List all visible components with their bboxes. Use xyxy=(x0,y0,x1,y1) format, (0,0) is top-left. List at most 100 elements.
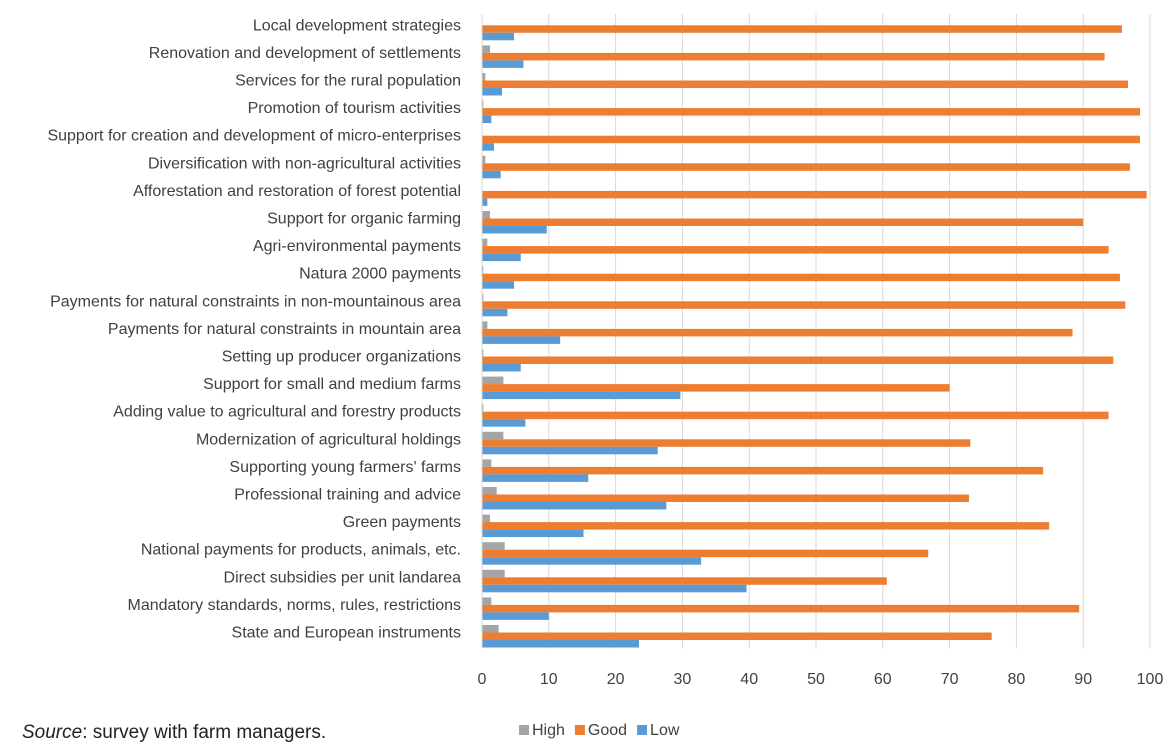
bars xyxy=(482,25,1147,648)
category-label-natura-2000-payments: Natura 2000 payments xyxy=(299,266,461,283)
x-tick-label: 100 xyxy=(1137,671,1164,688)
bar-high-mandatory-standards-norms-rules-restrictions xyxy=(482,597,492,605)
bar-low-adding-value-to-agricultural-and-forestry-products xyxy=(482,419,526,427)
x-tick-label: 0 xyxy=(478,671,487,688)
x-tick-label: 10 xyxy=(540,671,558,688)
bar-low-professional-training-and-advice xyxy=(482,502,667,510)
category-label-mandatory-standards-norms-rules-restrictions: Mandatory standards, norms, rules, restr… xyxy=(128,597,461,614)
bar-high-payments-for-natural-constraints-in-non-mountainous-area xyxy=(482,293,484,302)
category-label-national-payments-for-products-animals-etc: National payments for products, animals,… xyxy=(141,542,461,559)
category-label-services-for-the-rural-population: Services for the rural population xyxy=(235,73,461,90)
bar-high-adding-value-to-agricultural-and-forestry-products xyxy=(482,404,484,412)
bar-good-payments-for-natural-constraints-in-mountain-area xyxy=(482,328,1073,337)
bar-high-modernization-of-agricultural-holdings xyxy=(482,431,504,440)
legend-label-good: Good xyxy=(588,722,627,739)
bar-good-support-for-small-and-medium-farms xyxy=(482,384,950,392)
category-labels: Local development strategies Renovation a… xyxy=(47,17,461,641)
bar-low-natura-2000-payments xyxy=(482,281,515,289)
bar-low-setting-up-producer-organizations xyxy=(482,364,521,372)
category-label-state-and-european-instruments: State and European instruments xyxy=(232,625,461,642)
bar-good-support-for-creation-and-development-of-micro-enterprises xyxy=(482,135,1140,144)
legend-label-low: Low xyxy=(650,722,680,739)
category-label-diversification-with-non-agricultural-activities: Diversification with non-agricultural ac… xyxy=(148,155,461,172)
x-tick-label: 50 xyxy=(807,671,825,688)
x-tick-label: 80 xyxy=(1008,671,1026,688)
bar-low-renovation-and-development-of-settlements xyxy=(482,60,524,68)
bar-low-support-for-organic-farming xyxy=(482,226,547,234)
legend-label-high: High xyxy=(532,722,565,739)
category-label-payments-for-natural-constraints-in-non-mountainous-area: Payments for natural constraints in non-… xyxy=(50,293,461,310)
x-tick-label: 60 xyxy=(874,671,892,688)
category-label-setting-up-producer-organizations: Setting up producer organizations xyxy=(222,349,461,366)
category-label-adding-value-to-agricultural-and-forestry-products: Adding value to agricultural and forestr… xyxy=(113,404,461,421)
bar-good-adding-value-to-agricultural-and-forestry-products xyxy=(482,411,1109,420)
bar-high-natura-2000-payments xyxy=(482,266,484,274)
bar-good-payments-for-natural-constraints-in-non-mountainous-area xyxy=(482,301,1126,309)
x-tick-label: 70 xyxy=(941,671,959,688)
bar-good-local-development-strategies xyxy=(482,25,1122,33)
bar-good-professional-training-and-advice xyxy=(482,494,969,502)
bar-low-support-for-creation-and-development-of-micro-enterprises xyxy=(482,143,495,151)
legend-swatch-high xyxy=(519,725,529,735)
bar-high-payments-for-natural-constraints-in-mountain-area xyxy=(482,321,488,329)
bar-low-state-and-european-instruments xyxy=(482,640,639,648)
bar-low-payments-for-natural-constraints-in-non-mountainous-area xyxy=(482,308,508,317)
bar-low-services-for-the-rural-population xyxy=(482,88,503,96)
category-label-promotion-of-tourism-activities: Promotion of tourism activities xyxy=(248,100,461,117)
bar-low-national-payments-for-products-animals-etc xyxy=(482,557,702,565)
x-tick-label: 90 xyxy=(1074,671,1092,688)
category-label-professional-training-and-advice: Professional training and advice xyxy=(234,487,461,504)
bar-good-state-and-european-instruments xyxy=(482,632,992,640)
bar-high-supporting-young-farmers-farms xyxy=(482,459,492,467)
bar-good-modernization-of-agricultural-holdings xyxy=(482,439,971,447)
bar-good-promotion-of-tourism-activities xyxy=(482,108,1140,116)
bar-good-national-payments-for-products-animals-etc xyxy=(482,549,929,558)
bar-low-support-for-small-and-medium-farms xyxy=(482,391,681,400)
bar-high-support-for-small-and-medium-farms xyxy=(482,376,504,385)
bar-good-support-for-organic-farming xyxy=(482,218,1084,226)
source-note: Source: survey with farm managers. xyxy=(22,722,326,744)
source-label: Source xyxy=(22,722,83,743)
bar-high-setting-up-producer-organizations xyxy=(482,349,484,357)
bar-good-services-for-the-rural-population xyxy=(482,80,1128,88)
legend-swatch-low xyxy=(637,725,648,735)
category-label-support-for-creation-and-development-of-micro-enterprises: Support for creation and development of … xyxy=(47,128,461,145)
bar-low-diversification-with-non-agricultural-activities xyxy=(482,170,501,179)
bar-low-promotion-of-tourism-activities xyxy=(482,115,492,124)
bar-low-agri-environmental-payments xyxy=(482,253,521,262)
bar-high-green-payments xyxy=(482,514,491,523)
category-label-green-payments: Green payments xyxy=(343,514,461,531)
category-label-direct-subsidies-per-unit-landarea: Direct subsidies per unit landarea xyxy=(224,569,462,586)
bar-high-support-for-organic-farming xyxy=(482,211,491,219)
category-label-renovation-and-development-of-settlements: Renovation and development of settlement… xyxy=(149,45,461,62)
bar-low-green-payments xyxy=(482,529,584,538)
bar-good-setting-up-producer-organizations xyxy=(482,356,1114,364)
x-tick-labels: 0 10 20 30 40 50 60 70 80 90 100 xyxy=(478,671,1164,688)
bar-low-local-development-strategies xyxy=(482,32,515,41)
category-label-local-development-strategies: Local development strategies xyxy=(253,17,461,34)
bar-low-payments-for-natural-constraints-in-mountain-area xyxy=(482,336,561,344)
bar-good-afforestation-and-restoration-of-forest-potential xyxy=(482,190,1147,199)
category-label-support-for-organic-farming: Support for organic farming xyxy=(267,211,461,228)
category-label-modernization-of-agricultural-holdings: Modernization of agricultural holdings xyxy=(196,431,461,448)
bar-high-promotion-of-tourism-activities xyxy=(482,100,484,109)
bar-high-diversification-with-non-agricultural-activities xyxy=(482,155,486,164)
bar-good-natura-2000-payments xyxy=(482,273,1120,282)
bar-high-agri-environmental-payments xyxy=(482,238,488,247)
bar-good-mandatory-standards-norms-rules-restrictions xyxy=(482,604,1080,613)
x-tick-label: 30 xyxy=(674,671,692,688)
bar-low-mandatory-standards-norms-rules-restrictions xyxy=(482,612,549,620)
category-label-afforestation-and-restoration-of-forest-potential: Afforestation and restoration of forest … xyxy=(133,183,461,200)
category-label-agri-environmental-payments: Agri-environmental payments xyxy=(253,238,461,255)
legend-swatch-good xyxy=(574,725,585,735)
bar-low-direct-subsidies-per-unit-landarea xyxy=(482,584,747,593)
bar-high-direct-subsidies-per-unit-landarea xyxy=(482,569,505,578)
bar-low-supporting-young-farmers-farms xyxy=(482,474,589,482)
bar-good-agri-environmental-payments xyxy=(482,246,1109,254)
bar-high-national-payments-for-products-animals-etc xyxy=(482,542,505,550)
bar-high-renovation-and-development-of-settlements xyxy=(482,45,491,53)
bar-good-diversification-with-non-agricultural-activities xyxy=(482,163,1130,171)
bar-good-green-payments xyxy=(482,522,1050,530)
bar-good-direct-subsidies-per-unit-landarea xyxy=(482,577,887,585)
